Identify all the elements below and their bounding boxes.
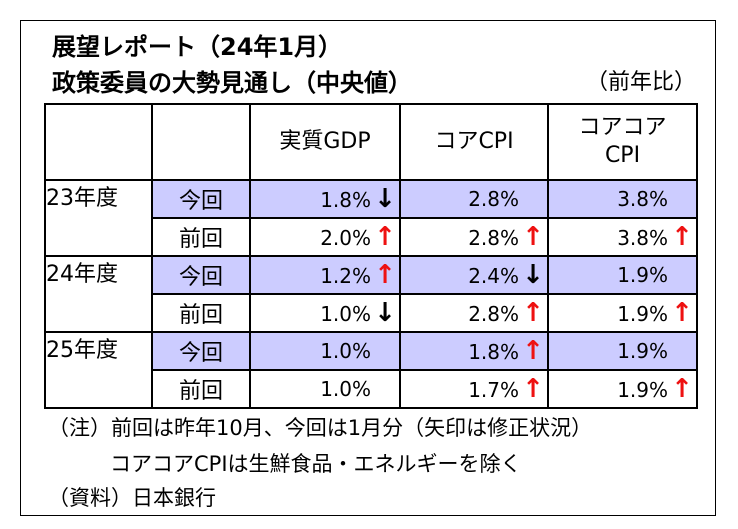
gdp-value: 1.8% xyxy=(320,188,371,212)
year-cell: 23年度 xyxy=(44,179,153,257)
core-core-cpi-cell: 3.8% xyxy=(547,179,698,219)
arrow-up-icon: ↑ xyxy=(522,298,544,328)
header-core-core-line2: CPI xyxy=(604,143,641,168)
forecast-table: 実質GDP コアCPI コアコア CPI 23年度 今回 1.8% ↓ 2.8% 3… xyxy=(44,103,698,409)
core-cpi-cell: 2.8% xyxy=(399,179,549,219)
footnote-revision: （注）前回は昨年10月、今回は1月分（矢印は修正状況） xyxy=(48,416,593,440)
header-core-core-line1: コアコア xyxy=(578,115,667,140)
gdp-value: 1.0% xyxy=(320,339,371,363)
arrow-up-icon: ↑ xyxy=(522,374,544,404)
footnote-core-core-definition: コアコアCPIは生鮮食品・エネルギーを除く xyxy=(110,452,522,476)
unit-label: （前年比） xyxy=(585,70,696,95)
kind-cell: 前回 xyxy=(151,217,251,257)
gdp-cell: 2.0% ↑ xyxy=(249,217,401,257)
core-cpi-cell: 2.4% ↓ xyxy=(399,255,549,295)
table-row: 24年度 今回 1.2% ↑ 2.4% ↓ 1.9% xyxy=(44,255,698,333)
arrow-down-icon: ↓ xyxy=(522,260,544,290)
core-cpi-cell: 1.8% ↑ xyxy=(399,331,549,371)
table-row: 25年度 今回 1.0% 1.8% ↑ 1.9% xyxy=(44,331,698,409)
arrow-up-icon: ↑ xyxy=(522,336,544,366)
core-core-cpi-cell: 1.9% xyxy=(547,255,698,295)
core-core-cpi-value: 1.9% xyxy=(617,378,668,402)
year-cell: 24年度 xyxy=(44,255,153,333)
core-core-cpi-value: 1.9% xyxy=(617,302,668,326)
core-cpi-value: 2.4% xyxy=(468,264,519,288)
gdp-value: 1.0% xyxy=(320,302,371,326)
core-core-cpi-value: 1.9% xyxy=(617,263,668,287)
core-core-cpi-cell: 1.9% ↑ xyxy=(547,369,698,409)
gdp-cell: 1.2% ↑ xyxy=(249,255,401,295)
gdp-value: 1.2% xyxy=(320,264,371,288)
header-core-cpi: コアCPI xyxy=(399,103,549,181)
gdp-cell: 1.0% xyxy=(249,331,401,371)
header-core-core-cpi: コアコア CPI xyxy=(547,103,698,181)
kind-cell: 今回 xyxy=(151,255,251,295)
kind-cell: 今回 xyxy=(151,331,251,371)
header-corner xyxy=(44,103,153,181)
core-cpi-cell: 2.8% ↑ xyxy=(399,293,549,333)
header-row: 実質GDP コアCPI コアコア CPI xyxy=(44,103,698,181)
core-core-cpi-cell: 1.9% ↑ xyxy=(547,293,698,333)
arrow-down-icon: ↓ xyxy=(374,298,396,328)
core-cpi-value: 2.8% xyxy=(468,302,519,326)
figure-subtitle: 政策委員の大勢見通し（中央値） xyxy=(52,69,412,97)
gdp-cell: 1.8% ↓ xyxy=(249,179,401,219)
gdp-cell: 1.0% xyxy=(249,369,401,409)
core-cpi-value: 1.8% xyxy=(468,340,519,364)
arrow-down-icon: ↓ xyxy=(374,184,396,214)
arrow-up-icon: ↑ xyxy=(374,260,396,290)
table-row: 前回 2.0% ↑ 2.8% ↑ 3.8% ↑ xyxy=(45,217,698,257)
kind-cell: 今回 xyxy=(151,179,251,219)
gdp-cell: 1.0% ↓ xyxy=(249,293,401,333)
gdp-value: 1.0% xyxy=(320,377,371,401)
arrow-up-icon: ↑ xyxy=(671,374,693,404)
gdp-value: 2.0% xyxy=(320,226,371,250)
core-cpi-cell: 2.8% ↑ xyxy=(399,217,549,257)
core-core-cpi-value: 3.8% xyxy=(617,187,668,211)
figure-title: 展望レポート（24年1月） xyxy=(52,33,343,61)
arrow-up-icon: ↑ xyxy=(671,222,693,252)
kind-cell: 前回 xyxy=(151,369,251,409)
core-cpi-cell: 1.7% ↑ xyxy=(399,369,549,409)
core-cpi-value: 1.7% xyxy=(468,378,519,402)
table-row: 23年度 今回 1.8% ↓ 2.8% 3.8% xyxy=(44,179,698,257)
table-row: 前回 1.0% ↓ 2.8% ↑ 1.9% ↑ xyxy=(45,293,698,333)
core-core-cpi-value: 3.8% xyxy=(617,226,668,250)
core-cpi-value: 2.8% xyxy=(468,187,519,211)
header-real-gdp: 実質GDP xyxy=(249,103,401,181)
year-cell: 25年度 xyxy=(44,331,153,409)
core-core-cpi-cell: 1.9% xyxy=(547,331,698,371)
arrow-up-icon: ↑ xyxy=(671,298,693,328)
table-row: 前回 1.0% 1.7% ↑ 1.9% ↑ xyxy=(45,369,698,409)
kind-cell: 前回 xyxy=(151,293,251,333)
core-cpi-value: 2.8% xyxy=(468,226,519,250)
header-kind xyxy=(151,103,251,181)
arrow-up-icon: ↑ xyxy=(522,222,544,252)
core-core-cpi-value: 1.9% xyxy=(617,339,668,363)
core-core-cpi-cell: 3.8% ↑ xyxy=(547,217,698,257)
arrow-up-icon: ↑ xyxy=(374,222,396,252)
figure-frame xyxy=(20,20,716,516)
source-note: （資料）日本銀行 xyxy=(48,486,216,510)
